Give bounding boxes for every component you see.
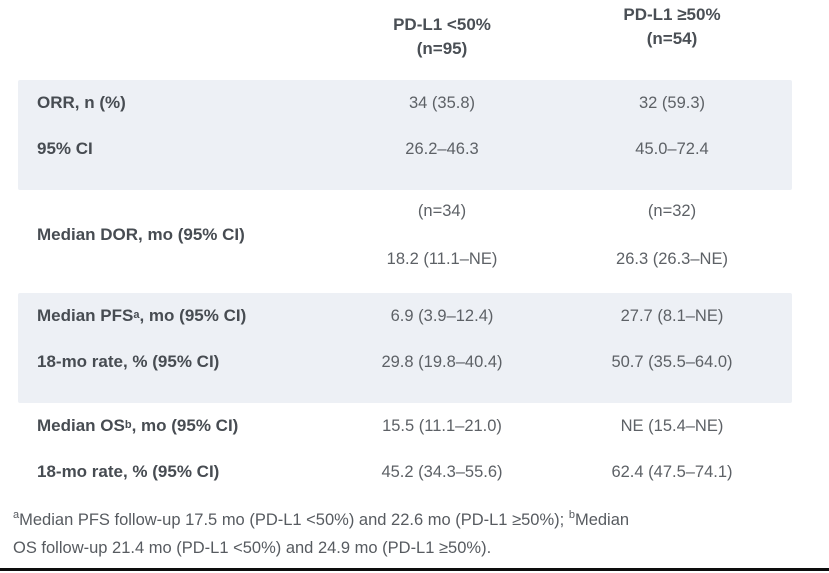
text-segment: OS follow-up 21.4 mo (PD-L1 <50%) and 24… <box>13 539 492 557</box>
value-cell: 34 (35.8) <box>408 94 476 112</box>
value-cell: (n=34) 18.2 (11.1–NE) <box>332 190 552 293</box>
subgroup-n: (n=32) <box>647 202 697 220</box>
table-body: ORR, n (%) 34 (35.8) 32 (59.3) 95% CI 26.2–4… <box>18 80 792 495</box>
table-group: ORR, n (%) 34 (35.8) 32 (59.3) 95% CI 26.2–4… <box>18 80 792 190</box>
value-cell: 15.5 (11.1–21.0) <box>382 417 502 435</box>
column-header-pdl1-ge50: PD-L1 ≥50% (n=54) <box>552 0 792 80</box>
header-empty-cell <box>18 0 332 80</box>
text-segment: Median PFS follow-up 17.5 mo (PD-L1 <50%… <box>19 511 569 529</box>
value: 18.2 (11.1–NE) <box>386 250 498 268</box>
text-segment: , mo (95% CI) <box>131 416 239 435</box>
row-label: 18-mo rate, % (95% CI) <box>18 449 332 495</box>
text-segment: ORR, n (%) <box>37 93 126 112</box>
row-label: 95% CI <box>18 126 332 172</box>
table-group: Median DOR, mo (95% CI) (n=34) 18.2 (11.1–… <box>18 190 792 293</box>
row-label: Median PFS a, mo (95% CI) <box>37 306 247 325</box>
column-header-title: PD-L1 ≥50% <box>623 5 721 24</box>
footnote-line: aMedian PFS follow-up 17.5 mo (PD-L1 <50… <box>13 506 803 534</box>
text-segment: , mo (95% CI) <box>139 306 247 325</box>
superscript-marker: a <box>13 508 20 521</box>
table-group: Median PFS a, mo (95% CI) 6.9 (3.9–12.4) 27… <box>18 293 792 403</box>
value-cell: 29.8 (19.8–40.4) <box>381 353 503 371</box>
text-segment: Median PFS <box>37 306 134 325</box>
table-row: Median OS b, mo (95% CI) 15.5 (11.1–21.0) N… <box>18 403 792 449</box>
superscript-marker: b <box>568 508 575 521</box>
value-cell: 45.0–72.4 <box>635 140 709 158</box>
results-table: PD-L1 <50% (n=95) PD-L1 ≥50% (n=54) ORR,… <box>18 0 792 495</box>
column-header-n: (n=54) <box>646 29 698 48</box>
text-segment: Median OS <box>37 416 125 435</box>
value-cell: 6.9 (3.9–12.4) <box>390 307 494 325</box>
text-segment: 18-mo rate, % (95% CI) <box>37 352 220 371</box>
text-segment: Median DOR, mo (95% CI) <box>37 224 245 244</box>
value-cell: (n=32) 26.3 (26.3–NE) <box>552 190 792 293</box>
table-row: Median DOR, mo (95% CI) (n=34) 18.2 (11.1–… <box>18 190 792 293</box>
value: 26.3 (26.3–NE) <box>616 250 728 268</box>
footnote: aMedian PFS follow-up 17.5 mo (PD-L1 <50… <box>13 506 803 562</box>
text-segment: 95% CI <box>37 139 93 158</box>
value-cell: 27.7 (8.1–NE) <box>620 307 724 325</box>
row-label: Median OS b, mo (95% CI) <box>37 416 239 435</box>
table-row: 95% CI 26.2–46.3 45.0–72.4 <box>18 126 792 172</box>
table-row: 18-mo rate, % (95% CI) 29.8 (19.8–40.4) 50… <box>18 339 792 385</box>
column-header-pdl1-lt50: PD-L1 <50% (n=95) <box>332 0 552 80</box>
table-group: Median OS b, mo (95% CI) 15.5 (11.1–21.0) N… <box>18 403 792 495</box>
bottom-border-line <box>0 568 829 571</box>
text-segment: 18-mo rate, % (95% CI) <box>37 462 220 481</box>
value-cell: 32 (59.3) <box>638 94 706 112</box>
value-cell: NE (15.4–NE) <box>620 417 724 435</box>
table-row: ORR, n (%) 34 (35.8) 32 (59.3) <box>18 80 792 126</box>
value-cell: 26.2–46.3 <box>405 140 479 158</box>
text-segment: Median <box>574 511 630 529</box>
subgroup-n: (n=34) <box>417 202 467 220</box>
value-cell: 50.7 (35.5–64.0) <box>611 353 733 371</box>
value-cell: 62.4 (47.5–74.1) <box>611 463 733 481</box>
table-row: 18-mo rate, % (95% CI) 45.2 (34.3–55.6) 62… <box>18 449 792 495</box>
column-header-title: PD-L1 <50% <box>393 15 491 34</box>
row-label: Median DOR, mo (95% CI) <box>18 190 332 293</box>
value-cell: 45.2 (34.3–55.6) <box>381 463 503 481</box>
footnote-line: OS follow-up 21.4 mo (PD-L1 <50%) and 24… <box>13 534 803 562</box>
row-label: ORR, n (%) <box>18 80 332 126</box>
column-header-n: (n=95) <box>416 39 468 58</box>
table-row: Median PFS a, mo (95% CI) 6.9 (3.9–12.4) 27… <box>18 293 792 339</box>
table-header-row: PD-L1 <50% (n=95) PD-L1 ≥50% (n=54) <box>18 0 792 80</box>
row-label: 18-mo rate, % (95% CI) <box>18 339 332 385</box>
